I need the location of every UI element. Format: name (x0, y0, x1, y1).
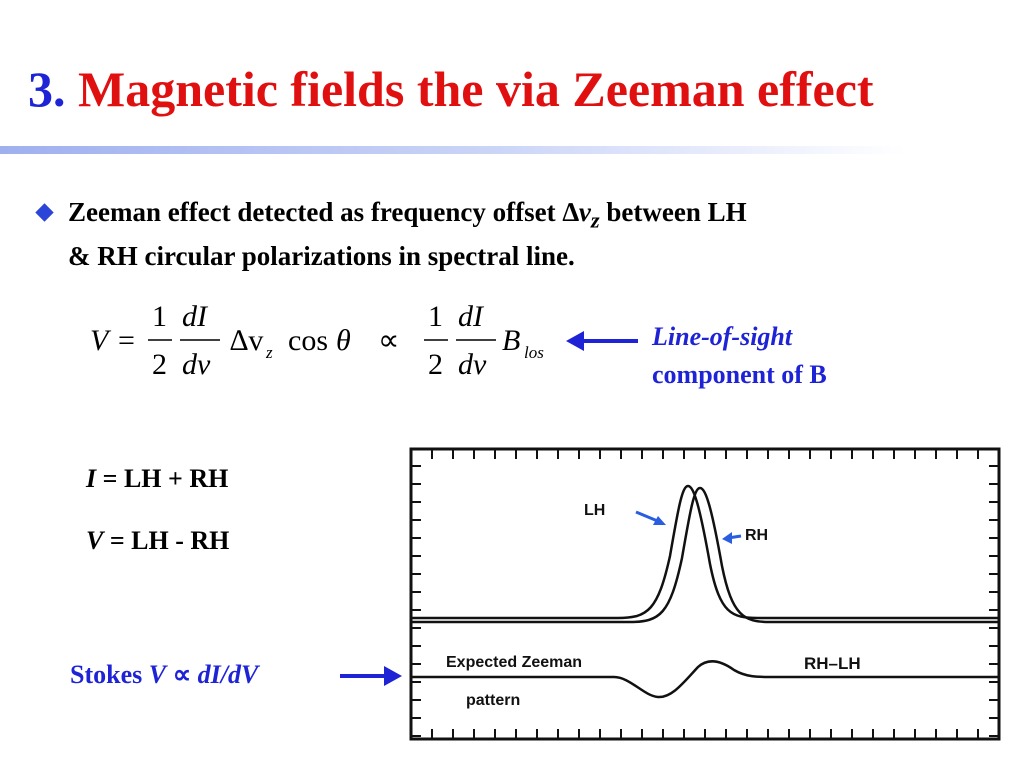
def-v-symbol: V (86, 526, 104, 555)
bullet-text-b: between LH (599, 197, 747, 227)
bullet-delta-v: ∆v (562, 197, 591, 227)
diamond-bullet-icon (35, 203, 54, 222)
label-pattern: pattern (466, 692, 520, 709)
def-i-expr: = LH + RH (96, 464, 229, 493)
slide-title: 3. Magnetic fields the via Zeeman effect (28, 60, 874, 118)
eq-cos: cos (288, 324, 328, 357)
los-line2: component of B (652, 360, 827, 389)
definition-v: V = LH - RH (86, 526, 229, 556)
bullet-text: Zeeman effect detected as frequency offs… (68, 194, 968, 274)
stokes-v: V (148, 660, 167, 689)
bullet-text-a: Zeeman effect detected as frequency offs… (68, 197, 563, 227)
eq-numerator-1b: 1 (428, 300, 443, 333)
lh-pointer-arrowhead-icon (653, 516, 666, 525)
right-arrow-icon (340, 666, 402, 686)
eq-sub-z: z (265, 343, 273, 362)
eq-denominator-2: 2 (152, 348, 167, 381)
eq-sub-los: los (524, 343, 544, 362)
eq-di-b: dI (458, 300, 485, 333)
eq-dv-b: dv (458, 348, 487, 381)
eq-equals: = (118, 324, 135, 357)
rh-lh-difference-line (411, 660, 999, 699)
label-expected-zeeman: Expected Zeeman (446, 654, 582, 671)
figure-ticks (411, 449, 999, 739)
eq-v: V (90, 324, 112, 357)
eq-theta: θ (336, 324, 351, 357)
stokes-prefix: Stokes (70, 660, 149, 689)
stokes-propto: ∝ (166, 660, 198, 689)
los-line1: Line-of-sight (652, 322, 793, 351)
eq-delta-v: ∆v (230, 324, 263, 357)
label-rh: RH (745, 527, 768, 544)
eq-propto: ∝ (378, 324, 399, 357)
zeeman-spectrum-figure: LH RH Expected Zeeman pattern RH–LH (409, 447, 1001, 741)
eq-denominator-2b: 2 (428, 348, 443, 381)
title-underline (0, 146, 906, 154)
eq-dv: dv (182, 348, 211, 381)
def-i-symbol: I (86, 464, 97, 493)
stokes-v-equation: V = 1 2 dI dv ∆v z cos θ ∝ 1 2 dI dv B l… (90, 300, 544, 381)
label-lh: LH (584, 502, 605, 519)
label-rh-lh: RH–LH (804, 654, 861, 673)
definition-i: I = LH + RH (86, 464, 228, 494)
rh-profile-line (411, 486, 999, 624)
bullet-subscript-z: z (590, 207, 600, 233)
line-of-sight-label: Line-of-sight component of B (652, 318, 827, 394)
title-text: Magnetic fields the via Zeeman effect (78, 61, 874, 117)
bullet-text-c: & RH circular polarizations in spectral … (68, 241, 575, 272)
left-arrow-icon (566, 331, 638, 351)
def-v-expr: = LH - RH (103, 526, 230, 555)
eq-numerator-1: 1 (152, 300, 167, 333)
lh-profile-line (411, 484, 999, 620)
stokes-expr: dI/dV (197, 660, 259, 689)
title-number: 3. (28, 61, 66, 117)
eq-b: B (502, 324, 520, 357)
eq-di: dI (182, 300, 209, 333)
stokes-label: Stokes V ∝ dI/dV (70, 660, 258, 690)
rh-pointer-arrowhead-icon (722, 532, 732, 544)
